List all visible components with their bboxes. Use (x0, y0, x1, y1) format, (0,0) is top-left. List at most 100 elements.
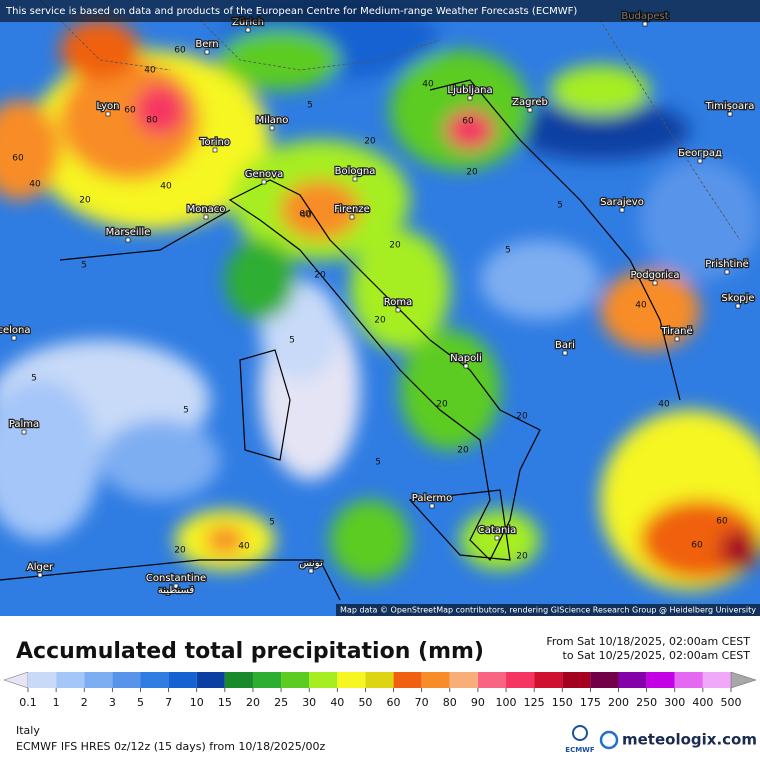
contour-label: 60 (124, 106, 136, 116)
city-marker (245, 27, 251, 33)
city-marker (735, 303, 741, 309)
city-marker (727, 111, 733, 117)
contour-label: 40 (29, 180, 41, 190)
city-label: Sarajevo (600, 197, 644, 208)
tick-label: 7 (165, 696, 172, 709)
model-info: ECMWF IFS HRES 0z/12z (15 days) from 10/… (16, 740, 326, 753)
city-label: Bologna (335, 166, 376, 177)
tick-label: 60 (387, 696, 401, 709)
city-marker (352, 176, 358, 182)
tick-label: 250 (636, 696, 657, 709)
contour-label: 60 (12, 154, 24, 164)
city-marker (724, 269, 730, 275)
tick-label: 25 (274, 696, 288, 709)
colorbar-arrow (730, 671, 757, 689)
precip-map: ZürichBudapestBernLjubljanaZagrebTimișoa… (0, 0, 760, 616)
region: Italy (16, 724, 40, 737)
city-label: Alger (27, 562, 54, 573)
contour-label: 20 (516, 412, 528, 422)
attribution-bar (336, 604, 760, 616)
color-swatch (252, 672, 282, 688)
color-swatch (449, 672, 478, 688)
contour-label: 20 (364, 137, 376, 147)
border (39, 0, 741, 241)
color-swatch (674, 672, 703, 688)
city-label: Podgorica (630, 270, 679, 281)
city-label: celona (0, 325, 31, 336)
city-label: Monaco (187, 204, 226, 215)
tick-label: 20 (246, 696, 260, 709)
tick-label: 175 (580, 696, 601, 709)
contour-label: 20 (174, 546, 186, 556)
brand: meteologix.com (622, 731, 757, 749)
city-marker (308, 568, 314, 574)
color-swatch (168, 672, 197, 688)
contour-label: 5 (557, 201, 563, 211)
contour-label: 5 (289, 336, 295, 346)
legend-title: Accumulated total precipitation (mm) (16, 639, 484, 664)
city-label: Ljubljana (447, 85, 492, 96)
contour-label: 40 (422, 80, 434, 90)
tick-label: 500 (721, 696, 742, 709)
color-swatch (112, 672, 141, 688)
city-label: Palermo (412, 493, 452, 504)
color-swatch (477, 672, 507, 688)
color-swatch (28, 672, 57, 688)
contour-label: 40 (160, 182, 172, 192)
city-marker (269, 125, 275, 131)
contour-label: 20 (79, 196, 91, 206)
color-swatch (281, 672, 310, 688)
city-label: Palma (9, 419, 39, 430)
city-marker (697, 158, 703, 164)
tick-label: 30 (302, 696, 316, 709)
contour-label: 5 (375, 458, 381, 468)
contour-label: 20 (436, 400, 448, 410)
color-swatch (337, 672, 366, 688)
city-label: Napoli (450, 353, 482, 364)
tick-label: 0.1 (19, 696, 37, 709)
city-label: Constantine (146, 573, 206, 584)
contour-label: 20 (466, 168, 478, 178)
contour-label: 20 (457, 446, 469, 456)
contour-label: 40 (658, 400, 670, 410)
city-marker (349, 214, 355, 220)
tick-label: 5 (137, 696, 144, 709)
color-swatch (646, 672, 675, 688)
city-marker (173, 583, 179, 589)
tick-label: 1 (53, 696, 60, 709)
tick-label: 400 (692, 696, 713, 709)
color-swatch (618, 672, 647, 688)
tick-label: 10 (190, 696, 204, 709)
tick-label: 90 (471, 696, 485, 709)
city-marker (204, 49, 210, 55)
city-marker (652, 280, 658, 286)
city-marker (463, 363, 469, 369)
attribution: Map data © OpenStreetMap contributors, r… (340, 606, 756, 615)
city-marker (212, 147, 218, 153)
contour-label: 60 (691, 541, 703, 551)
city-marker (395, 307, 401, 313)
city-labels: ZürichBudapestBernLjubljanaZagrebTimișoa… (0, 10, 756, 598)
color-swatch (562, 672, 591, 688)
contour-label: 80 (146, 116, 158, 126)
contour-label: 20 (374, 316, 386, 326)
city-label: Zagreb (512, 97, 548, 108)
city-label: Firenze (334, 204, 370, 215)
city-label: Tiranë (660, 326, 692, 337)
tick-label: 200 (608, 696, 629, 709)
city-marker (125, 237, 131, 243)
contour-label: 60 (462, 117, 474, 127)
contour-label: 60 (174, 46, 186, 56)
city-marker (429, 503, 435, 509)
city-marker (619, 207, 625, 213)
contour-label: 5 (81, 261, 87, 271)
city-label: Timișoara (705, 101, 755, 112)
contour-label: 5 (307, 101, 313, 111)
contour-label: 20 (314, 271, 326, 281)
contour-label: 40 (635, 301, 647, 311)
contour-label: 60 (716, 517, 728, 527)
color-swatch (506, 672, 535, 688)
tick-label: 100 (496, 696, 517, 709)
date-to: to Sat 10/25/2025, 02:00am CEST (563, 649, 751, 662)
